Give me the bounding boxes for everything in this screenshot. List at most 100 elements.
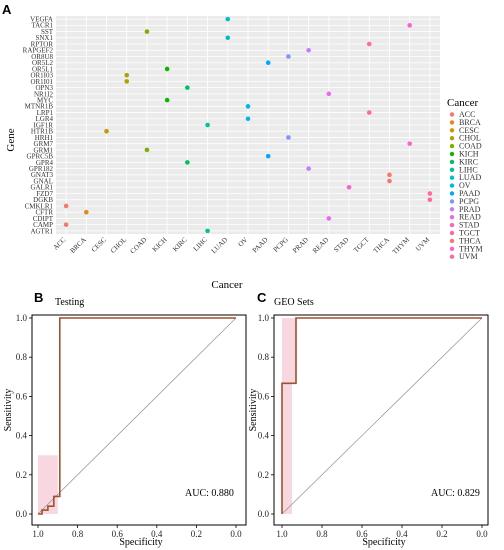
panel-a-grid [56,16,440,234]
data-point [144,147,150,153]
y-tick-label: OR5L2 [32,59,54,67]
legend-swatch [449,222,455,228]
data-point [84,209,89,215]
panel-a-x-axis-title: Cancer [211,279,242,291]
x-tick-label: TGCT [352,235,371,254]
x-tick-label: 0.0 [476,529,488,539]
legend-swatch [449,175,455,180]
y-tick-label: MTNR1B [25,103,54,111]
y-tick-label: 0.2 [258,470,269,480]
x-tick-label: READ [311,236,330,255]
roc-frame [31,314,247,526]
data-point [387,172,392,178]
y-tick-label: HRH1 [35,134,54,142]
legend-swatch [449,238,455,244]
panel-b-title: Testing [55,297,84,308]
data-point [124,72,130,78]
data-point [245,116,251,122]
legend-label: PAAD [459,189,480,198]
y-tick-label: RPTOR [31,40,54,48]
data-point [265,60,271,66]
y-tick-label: CMKLR1 [25,202,54,210]
data-point [124,79,130,84]
roc-curve [38,317,236,515]
data-point [185,85,190,90]
legend-label: THCA [459,236,481,245]
y-tick-label: OPN3 [35,84,53,92]
y-tick-label: TACR1 [31,22,53,30]
data-point [245,104,251,109]
panel-c-auc-label: AUC: 0.829 [431,488,480,499]
data-point [63,222,69,227]
panel-a-points [63,16,433,234]
y-tick-label: 0.2 [16,470,27,480]
data-point [265,153,271,159]
data-point [286,54,291,59]
legend-label: TGCT [459,229,480,238]
x-tick-label: 0.4 [151,529,163,539]
y-tick-label: 0.8 [258,352,270,362]
panel-c-roc: C GEO Sets 1.0 0.8 0.6 0.4 0.2 0.0 0.0 0.2 0.4 0.… [248,290,489,548]
legend-swatch [449,120,455,125]
data-point [326,216,332,221]
y-tick-label: LGR4 [36,115,54,123]
roc-curve [281,317,482,514]
y-tick-label: OR5L1 [32,65,54,73]
legend-label: READ [459,213,481,222]
panel-a-letter: A [2,2,12,17]
x-tick-label: 0.0 [230,529,242,539]
data-point [306,166,311,171]
roc-reference-diagonal [281,317,483,515]
y-tick-label: GRM1 [34,146,54,154]
panel-a-legend: Cancer ACCBRCACESCCHOLCOADKICHKIRCLIHCLU… [447,97,483,261]
x-tick-label: UVM [414,235,432,253]
x-tick-label: LIHC [192,236,209,253]
x-tick-label: ACC [52,236,68,252]
legend-label: LUAD [459,173,481,182]
y-tick-label: GALR1 [30,184,53,192]
panel-b-letter: B [34,290,43,305]
legend-swatch [449,167,455,172]
data-point [164,97,170,103]
data-point [326,91,332,97]
data-point [225,16,231,22]
y-tick-label: OR1I03 [30,72,53,80]
y-tick-label: SST [41,28,54,36]
y-tick-label: MYC [37,96,53,104]
x-tick-label: 1.0 [276,529,288,539]
x-tick-label: OV [237,236,250,249]
y-tick-label: NR1I2 [34,90,54,98]
legend-swatch [449,199,455,204]
legend-swatch [449,191,455,196]
y-tick-label: VEGFA [30,16,53,24]
x-tick-label: 1.0 [32,529,44,539]
y-tick-label: GNAT3 [31,171,54,179]
y-tick-label: OR8U8 [31,53,53,61]
legend-label: COAD [459,142,482,151]
x-tick-label: CHOL [109,236,128,255]
data-point [387,178,392,184]
legend-label: UVM [459,252,478,261]
y-tick-label: CDIPT [33,215,54,223]
data-point [366,41,372,47]
y-tick-label: LRP1 [37,109,54,117]
x-tick-label: 0.6 [356,529,368,539]
y-tick-label: 1.0 [258,313,270,323]
data-point [427,197,433,203]
y-tick-label: GPR4 [36,159,54,167]
panel-c-title: GEO Sets [274,297,314,308]
panel-a-x-ticks: ACC BRCA CESC CHOL COAD KICH KIRC LIHC LUAD OV PAA… [52,235,432,256]
legend-label: CESC [459,126,479,135]
y-tick-label: HTR1B [31,128,54,136]
legend-swatch [449,136,455,141]
x-tick-label: 0.2 [191,529,202,539]
roc-reference-diagonal [37,317,237,515]
legend-label: KIRC [459,157,478,166]
panel-b-roc: B Testing 1.0 0.8 0.6 0.4 0.2 0.0 0.0 0.2 0.4 0.6… [3,290,247,548]
roc-frame [273,314,489,526]
roc-confidence-band [282,318,296,514]
panel-c-x-axis-title: Specificity [362,537,405,548]
legend-swatch [449,143,455,149]
x-tick-label: PAAD [251,236,270,255]
data-point [407,141,412,146]
